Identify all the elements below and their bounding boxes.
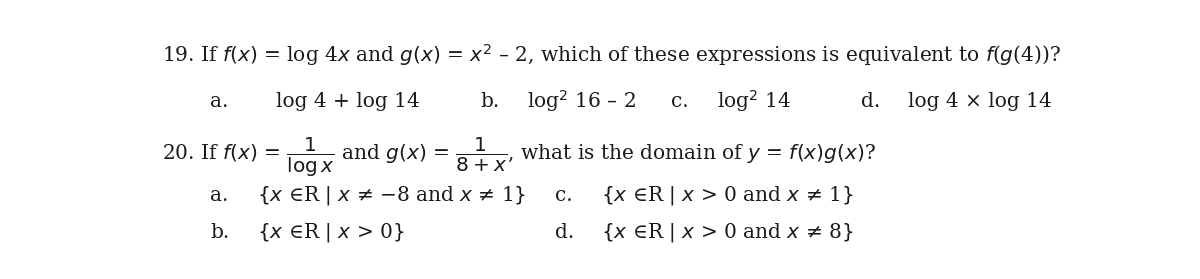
Text: log$^2$ 14: log$^2$ 14 bbox=[718, 88, 791, 114]
Text: log 4 × log 14: log 4 × log 14 bbox=[908, 92, 1051, 111]
Text: log 4 + log 14: log 4 + log 14 bbox=[276, 92, 419, 111]
Text: $\{x$ ∈R $|$ $x$ ≠ −8 and $x$ ≠ 1$\}$: $\{x$ ∈R $|$ $x$ ≠ −8 and $x$ ≠ 1$\}$ bbox=[257, 184, 526, 207]
Text: d.: d. bbox=[862, 92, 881, 111]
Text: a.: a. bbox=[210, 186, 229, 205]
Text: b.: b. bbox=[210, 223, 229, 242]
Text: a.: a. bbox=[210, 92, 229, 111]
Text: $\{x$ ∈R $|$ $x$ > 0$\}$: $\{x$ ∈R $|$ $x$ > 0$\}$ bbox=[257, 221, 404, 244]
Text: 20. If $f(x)$ = $\dfrac{1}{\log x}$ and $g(x)$ = $\dfrac{1}{8+x}$, what is the d: 20. If $f(x)$ = $\dfrac{1}{\log x}$ and … bbox=[162, 135, 876, 179]
Text: $\{x$ ∈R $|$ $x$ > 0 and $x$ ≠ 1$\}$: $\{x$ ∈R $|$ $x$ > 0 and $x$ ≠ 1$\}$ bbox=[601, 184, 853, 207]
Text: c.: c. bbox=[554, 186, 572, 205]
Text: b.: b. bbox=[480, 92, 499, 111]
Text: log$^2$ 16 – 2: log$^2$ 16 – 2 bbox=[527, 88, 636, 114]
Text: d.: d. bbox=[554, 223, 574, 242]
Text: 19. If $f(x)$ = log 4$x$ and $g(x)$ = $x^2$ – 2, which of these expressions is e: 19. If $f(x)$ = log 4$x$ and $g(x)$ = $x… bbox=[162, 42, 1061, 68]
Text: c.: c. bbox=[671, 92, 689, 111]
Text: $\{x$ ∈R $|$ $x$ > 0 and $x$ ≠ 8$\}$: $\{x$ ∈R $|$ $x$ > 0 and $x$ ≠ 8$\}$ bbox=[601, 221, 853, 244]
